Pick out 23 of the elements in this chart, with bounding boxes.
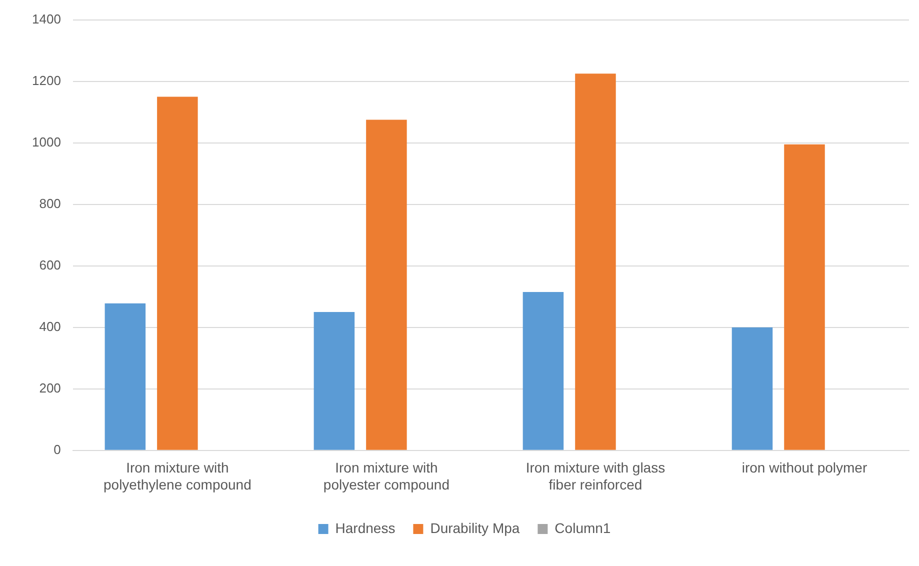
y-tick-label: 1000 — [32, 134, 61, 150]
legend-label: Column1 — [554, 520, 611, 536]
legend-label: Durability Mpa — [430, 520, 520, 536]
y-tick-label: 1400 — [32, 11, 61, 26]
bar — [157, 96, 198, 450]
bar — [784, 144, 825, 450]
x-tick-label: Iron mixture with polyethylene compound — [103, 460, 252, 492]
y-tick-label: 1200 — [32, 72, 61, 88]
x-tick-label: Iron mixture with polyester compound — [323, 460, 450, 492]
bar — [104, 303, 146, 450]
bar — [732, 327, 773, 450]
bar — [366, 120, 407, 450]
bar — [575, 74, 616, 450]
x-tick-label: Iron mixture with glass fiber reinforced — [526, 460, 666, 492]
y-tick-label: 0 — [54, 442, 61, 457]
x-tick-label: iron without polymer — [742, 460, 868, 476]
y-tick-label: 200 — [39, 380, 61, 396]
y-tick-label: 400 — [39, 318, 61, 334]
bar — [522, 292, 564, 450]
y-tick-label: 600 — [39, 257, 61, 272]
bar — [314, 312, 355, 450]
legend-label: Hardness — [335, 520, 396, 536]
y-tick-label: 800 — [39, 196, 61, 211]
